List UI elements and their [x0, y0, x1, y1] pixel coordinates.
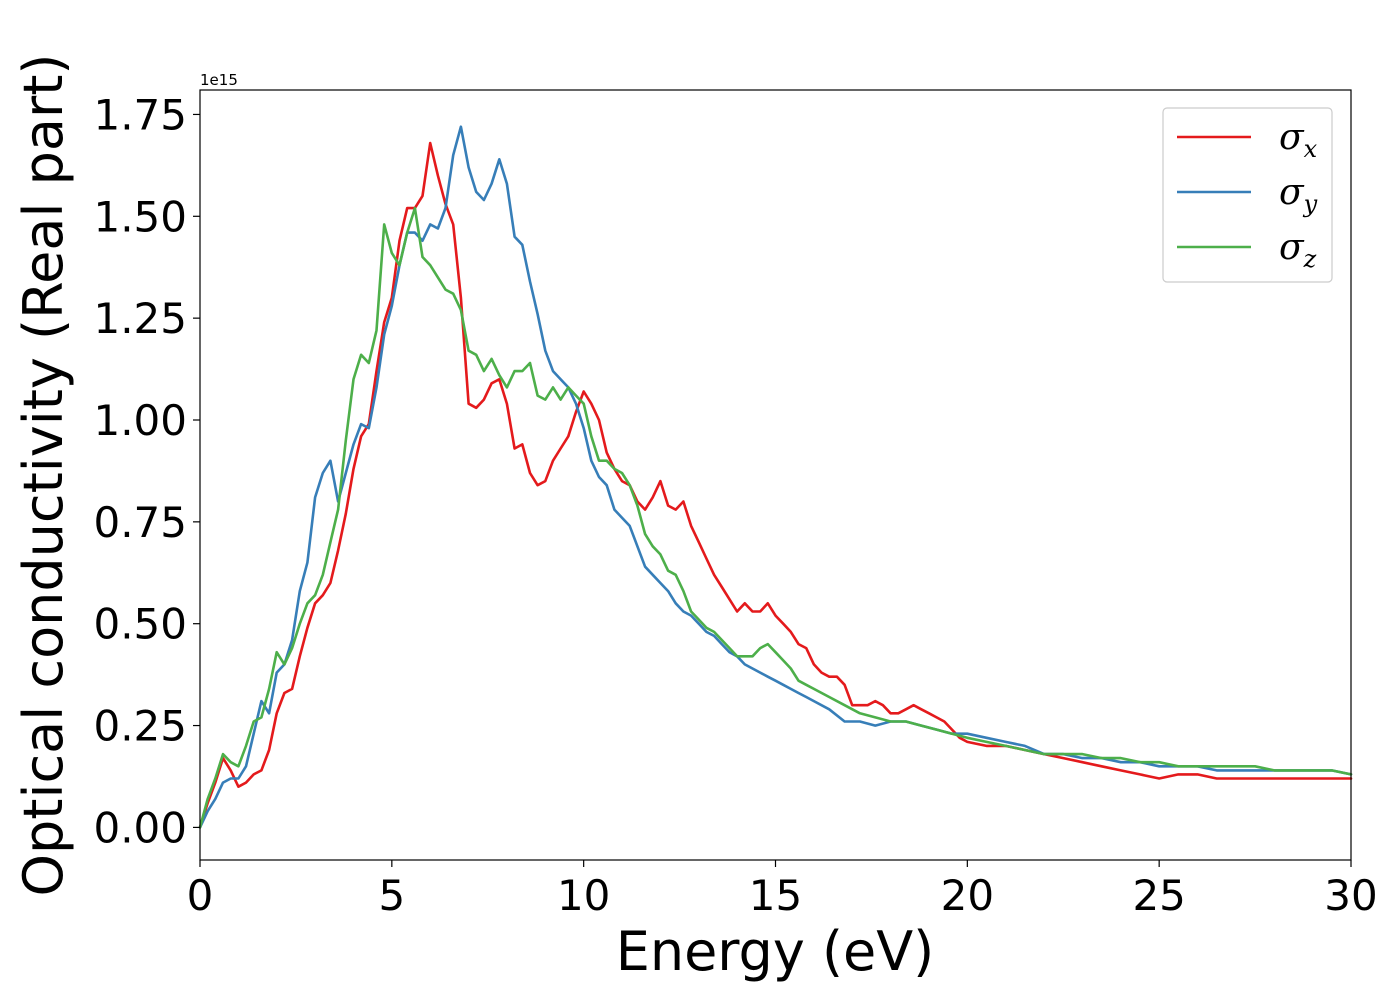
x-tick-label: 20 — [941, 871, 994, 920]
x-tick-label: 15 — [749, 871, 802, 920]
y-tick-label: 1.50 — [93, 192, 187, 241]
series-line-z — [198, 206, 1353, 829]
y-tick-label: 0.75 — [93, 498, 187, 547]
y-tick-label: 0.50 — [93, 600, 187, 649]
y-tick-label: 0.00 — [93, 803, 187, 852]
legend-label-y: σy — [1279, 172, 1318, 218]
legend-label-z: σz — [1279, 227, 1317, 273]
y-axis-label: Optical conductivity (Real part) — [12, 54, 75, 897]
y-tick-label: 1.75 — [93, 90, 187, 139]
x-tick-label: 10 — [557, 871, 610, 920]
x-tick-label: 30 — [1324, 871, 1377, 920]
x-axis-label: Energy (eV) — [616, 920, 935, 983]
y-axis-ticks: 0.00 0.25 0.50 0.75 1.00 1.25 1.50 1.75 — [93, 90, 200, 852]
legend: σx σy σz — [1162, 107, 1333, 283]
y-offset-label: 1e15 — [200, 71, 238, 89]
series-layer — [198, 125, 1353, 829]
legend-label-x: σx — [1279, 117, 1318, 163]
x-axis-ticks: 0 5 10 15 20 25 30 — [187, 860, 1378, 920]
y-tick-label: 1.25 — [93, 294, 187, 343]
x-tick-label: 5 — [378, 871, 405, 920]
x-tick-label: 0 — [187, 871, 214, 920]
y-tick-label: 0.25 — [93, 702, 187, 751]
series-line-x — [198, 141, 1353, 829]
y-tick-label: 1.00 — [93, 396, 187, 445]
x-tick-label: 25 — [1132, 871, 1185, 920]
legend-box — [1162, 107, 1333, 283]
